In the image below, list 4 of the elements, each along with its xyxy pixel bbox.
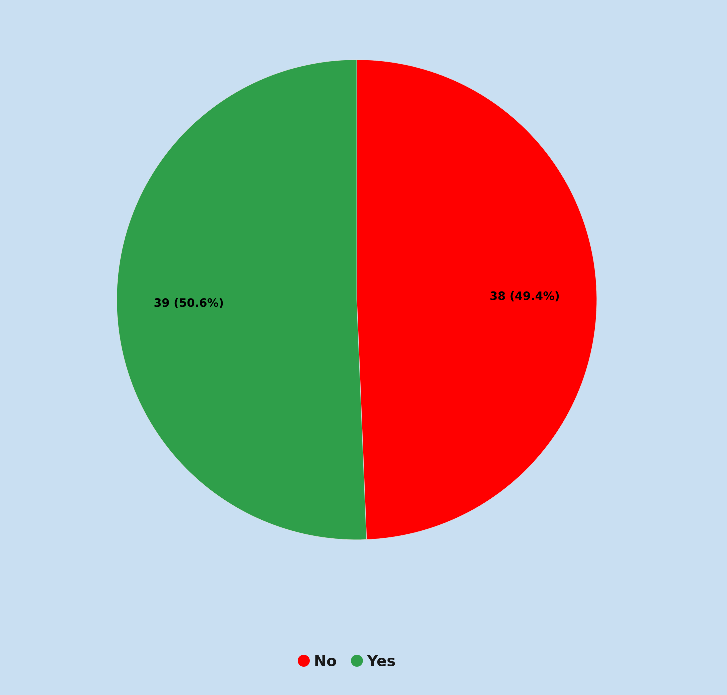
- legend-label: No: [316, 655, 336, 667]
- data-label: 39 (50.6%): [154, 298, 224, 309]
- legend-label: Yes: [367, 655, 396, 667]
- data-label: 38 (49.4%): [490, 291, 560, 302]
